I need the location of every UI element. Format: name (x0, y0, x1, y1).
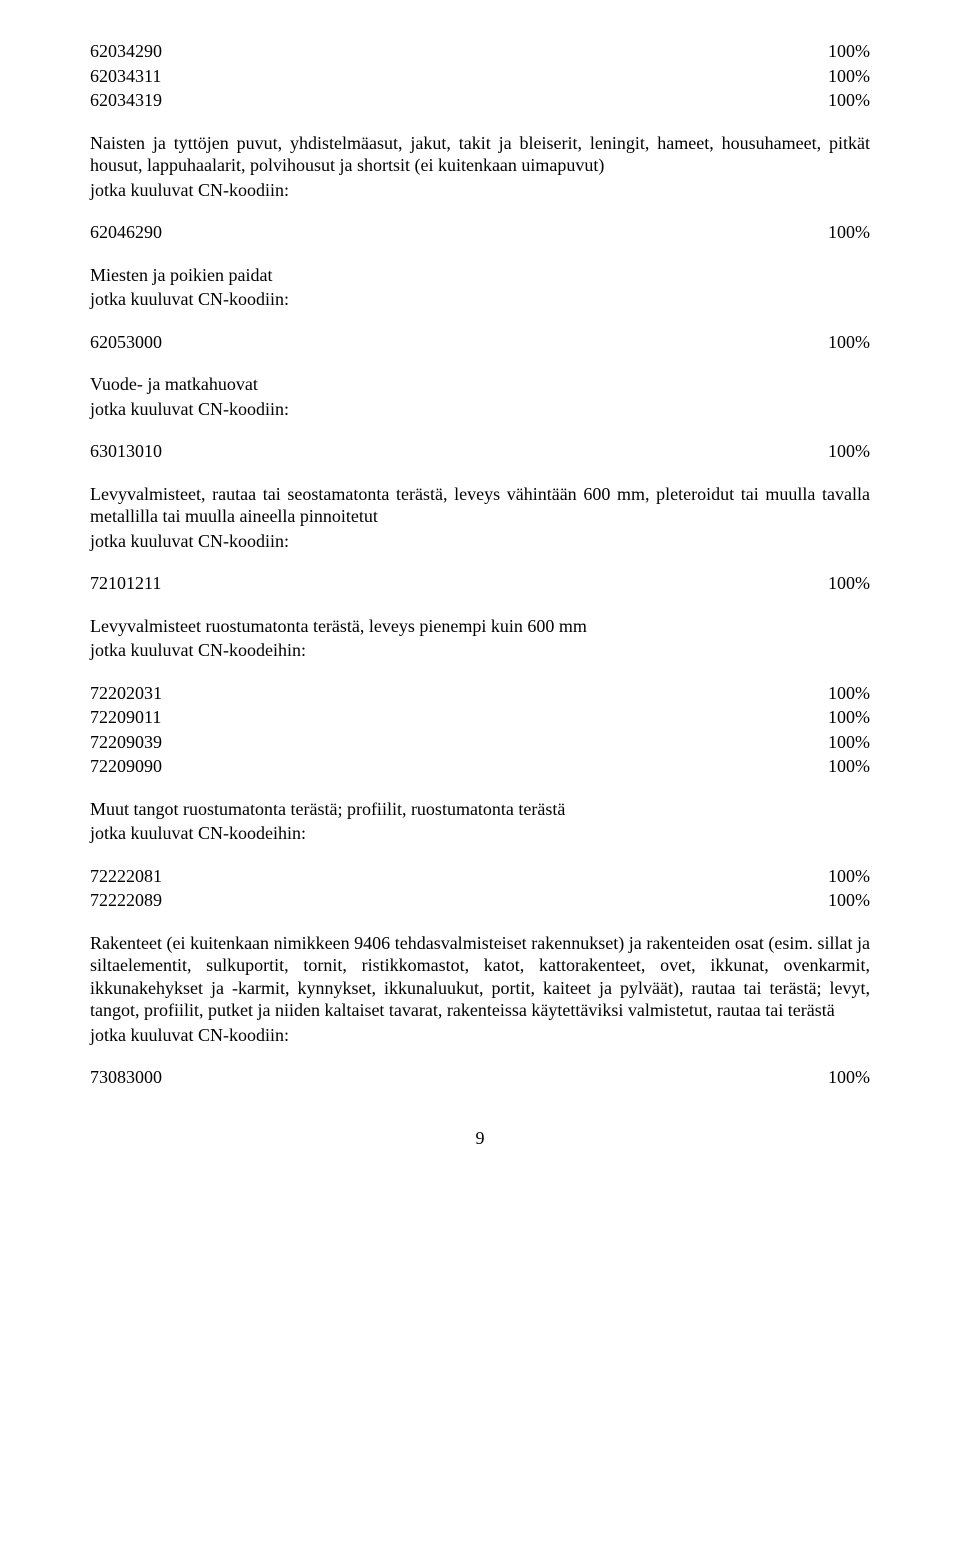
section-sub: jotka kuuluvat CN-koodiin: (90, 530, 870, 553)
section-sub: jotka kuuluvat CN-koodiin: (90, 179, 870, 202)
section-sub: jotka kuuluvat CN-koodiin: (90, 1024, 870, 1047)
pct: 100% (828, 1066, 870, 1089)
code: 72222089 (90, 889, 162, 912)
section-title: Miesten ja poikien paidat (90, 264, 870, 287)
code-row: 72209039 100% (90, 731, 870, 754)
code: 62053000 (90, 331, 162, 354)
code-row: 73083000 100% (90, 1066, 870, 1089)
pct: 100% (828, 755, 870, 778)
code: 72209011 (90, 706, 161, 729)
code: 72101211 (90, 572, 161, 595)
code-row: 72209090 100% (90, 755, 870, 778)
code-row: 62046290 100% (90, 221, 870, 244)
code: 72209039 (90, 731, 162, 754)
pct: 100% (828, 89, 870, 112)
section-sub: jotka kuuluvat CN-koodiin: (90, 398, 870, 421)
code: 72202031 (90, 682, 162, 705)
code: 62034290 (90, 40, 162, 63)
section-title: Naisten ja tyttöjen puvut, yhdistelmäasu… (90, 132, 870, 177)
code-row: 63013010 100% (90, 440, 870, 463)
section-title: Vuode- ja matkahuovat (90, 373, 870, 396)
page-number: 9 (90, 1127, 870, 1150)
pct: 100% (828, 706, 870, 729)
code-row: 72101211 100% (90, 572, 870, 595)
code-row: 62053000 100% (90, 331, 870, 354)
code-row: 62034311 100% (90, 65, 870, 88)
section-title: Muut tangot ruostumatonta terästä; profi… (90, 798, 870, 821)
pct: 100% (828, 682, 870, 705)
pct: 100% (828, 572, 870, 595)
pct: 100% (828, 331, 870, 354)
pct: 100% (828, 65, 870, 88)
code: 62046290 (90, 221, 162, 244)
code: 72209090 (90, 755, 162, 778)
code-row: 72202031 100% (90, 682, 870, 705)
pct: 100% (828, 440, 870, 463)
section-title: Rakenteet (ei kuitenkaan nimikkeen 9406 … (90, 932, 870, 1022)
pct: 100% (828, 221, 870, 244)
section-sub: jotka kuuluvat CN-koodeihin: (90, 639, 870, 662)
code-row: 72222089 100% (90, 889, 870, 912)
section-title: Levyvalmisteet, rautaa tai seostamatonta… (90, 483, 870, 528)
pct: 100% (828, 40, 870, 63)
code-row: 72209011 100% (90, 706, 870, 729)
code-row: 62034290 100% (90, 40, 870, 63)
pct: 100% (828, 865, 870, 888)
pct: 100% (828, 889, 870, 912)
section-sub: jotka kuuluvat CN-koodeihin: (90, 822, 870, 845)
code-row: 62034319 100% (90, 89, 870, 112)
code: 72222081 (90, 865, 162, 888)
code: 62034319 (90, 89, 162, 112)
pct: 100% (828, 731, 870, 754)
code: 63013010 (90, 440, 162, 463)
code: 62034311 (90, 65, 161, 88)
code: 73083000 (90, 1066, 162, 1089)
code-row: 72222081 100% (90, 865, 870, 888)
section-title: Levyvalmisteet ruostumatonta terästä, le… (90, 615, 870, 638)
section-sub: jotka kuuluvat CN-koodiin: (90, 288, 870, 311)
